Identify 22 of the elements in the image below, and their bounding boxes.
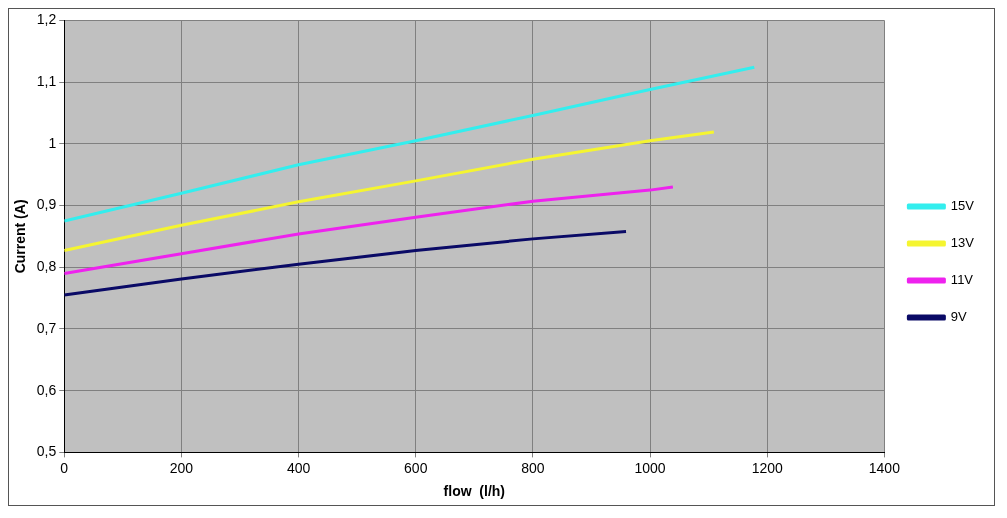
- x-tick-label: 1400: [868, 459, 901, 476]
- y-tick-label: 1: [48, 134, 57, 151]
- y-tick-label: 0,5: [36, 443, 57, 460]
- y-axis-title: Current (A): [12, 199, 29, 274]
- legend-label: 9V: [950, 309, 968, 325]
- x-tick-label: 800: [521, 459, 545, 476]
- y-tick-label: 1,1: [36, 72, 57, 89]
- x-axis-title: flow (l/h): [443, 483, 506, 500]
- y-tick-label: 0,7: [36, 319, 57, 336]
- y-tick-label: 0,8: [36, 258, 57, 275]
- x-tick-label: 1000: [634, 459, 666, 476]
- x-tick-label: 0: [60, 459, 69, 476]
- y-tick-label: 1,2: [36, 11, 57, 28]
- legend-label: 11V: [950, 272, 974, 288]
- y-tick-label: 0,6: [36, 381, 57, 398]
- x-tick-label: 200: [169, 459, 194, 476]
- legend-label: 15V: [950, 198, 975, 214]
- x-tick-label: 1200: [751, 459, 783, 476]
- y-tick-label: 0,9: [36, 196, 57, 213]
- x-tick-label: 600: [404, 459, 428, 476]
- x-tick-label: 400: [286, 459, 311, 476]
- legend-label: 13V: [950, 235, 975, 251]
